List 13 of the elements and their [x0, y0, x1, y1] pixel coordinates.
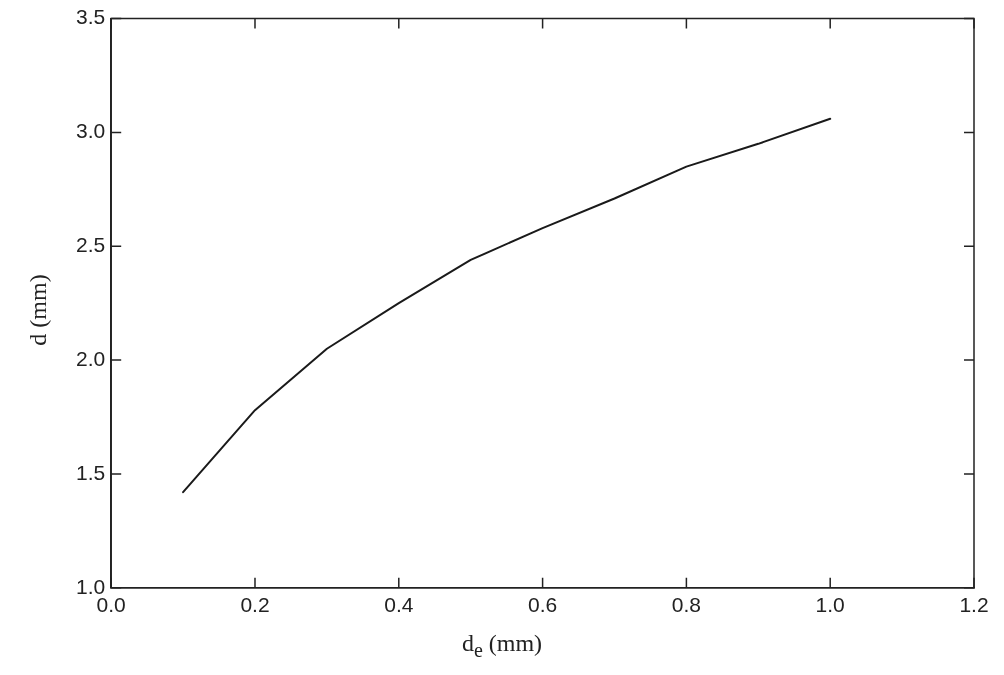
y-tick-label: 1.5 [75, 460, 106, 484]
x-tick-label: 0.8 [671, 593, 701, 617]
y-axis-title: d (mm) [24, 274, 52, 346]
x-axis-title: d$_{e}$ (mm) [460, 630, 544, 662]
y-tick-label: 3.5 [75, 5, 106, 29]
x-tick-label: 0.2 [240, 593, 270, 617]
x-tick-label: 0.6 [527, 593, 558, 617]
x-tick-label: 1.0 [815, 593, 845, 617]
x-tick-label: 1.2 [959, 593, 989, 617]
y-tick-label: 2.0 [75, 346, 106, 370]
x-tick-label: 0.4 [384, 593, 414, 617]
y-tick-label: 2.5 [75, 233, 106, 257]
y-tick-label: 3.0 [75, 119, 106, 143]
